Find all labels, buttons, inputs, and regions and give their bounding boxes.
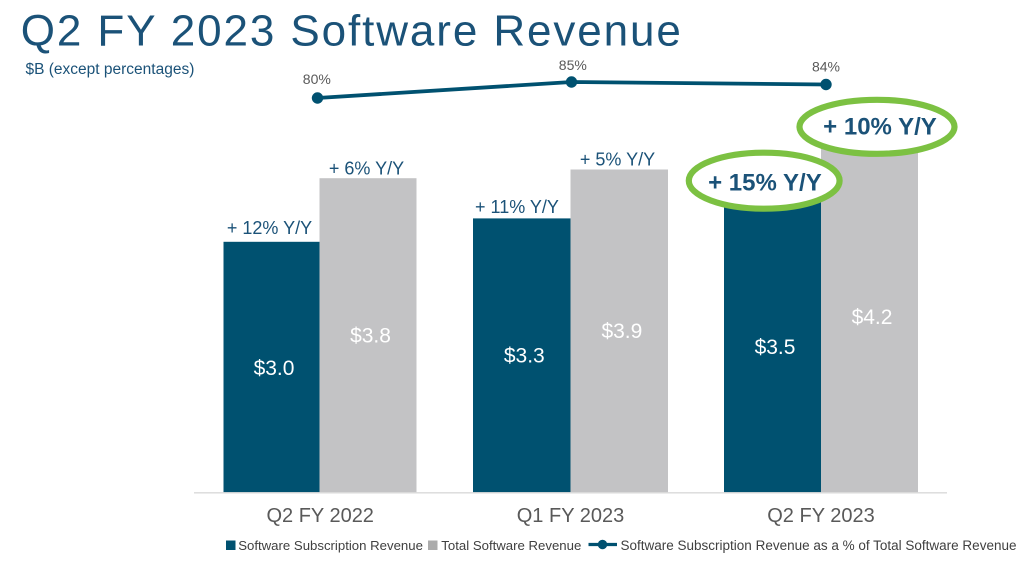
svg-text:84%: 84% [812, 59, 840, 75]
svg-text:$3.0: $3.0 [254, 357, 295, 380]
svg-text:Software Subscription Revenue: Software Subscription Revenue [238, 538, 423, 553]
svg-text:$3.9: $3.9 [601, 320, 642, 343]
svg-text:$3.5: $3.5 [755, 336, 796, 359]
svg-text:+ 6% Y/Y: + 6% Y/Y [329, 158, 404, 178]
svg-text:+ 10% Y/Y: + 10% Y/Y [823, 114, 937, 141]
svg-text:Q2 FY 2023: Q2 FY 2023 [767, 505, 874, 527]
svg-text:Software Subscription Revenue: Software Subscription Revenue as a % of … [621, 538, 1017, 553]
svg-text:+ 12% Y/Y: + 12% Y/Y [227, 218, 312, 238]
svg-text:Total Software Revenue: Total Software Revenue [441, 538, 581, 553]
svg-text:80%: 80% [303, 71, 331, 87]
svg-text:$4.2: $4.2 [852, 306, 893, 329]
svg-text:+ 11% Y/Y: + 11% Y/Y [475, 197, 559, 217]
svg-text:+ 5% Y/Y: + 5% Y/Y [580, 149, 655, 169]
svg-text:Q1 FY 2023: Q1 FY 2023 [517, 505, 624, 527]
svg-text:$B (except percentages): $B (except percentages) [26, 61, 195, 78]
svg-text:$3.3: $3.3 [504, 345, 545, 368]
svg-text:$3.8: $3.8 [350, 325, 391, 348]
svg-text:Q2 FY 2022: Q2 FY 2022 [266, 505, 373, 527]
svg-text:85%: 85% [559, 57, 587, 73]
svg-text:Q2 FY 2023 Software Revenue: Q2 FY 2023 Software Revenue [21, 7, 683, 56]
svg-text:+ 15% Y/Y: + 15% Y/Y [708, 170, 822, 197]
